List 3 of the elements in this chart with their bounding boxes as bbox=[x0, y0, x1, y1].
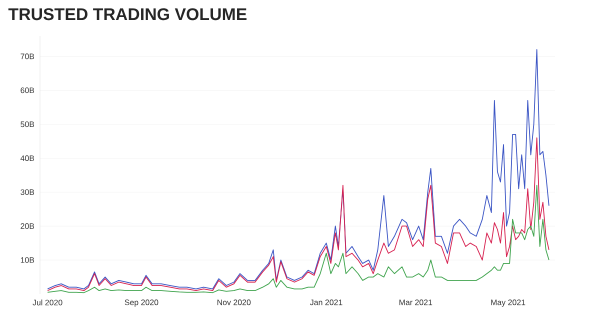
line-series bbox=[47, 137, 550, 292]
chart-title: TRUSTED TRADING VOLUME bbox=[8, 8, 247, 20]
line-series bbox=[47, 49, 550, 290]
